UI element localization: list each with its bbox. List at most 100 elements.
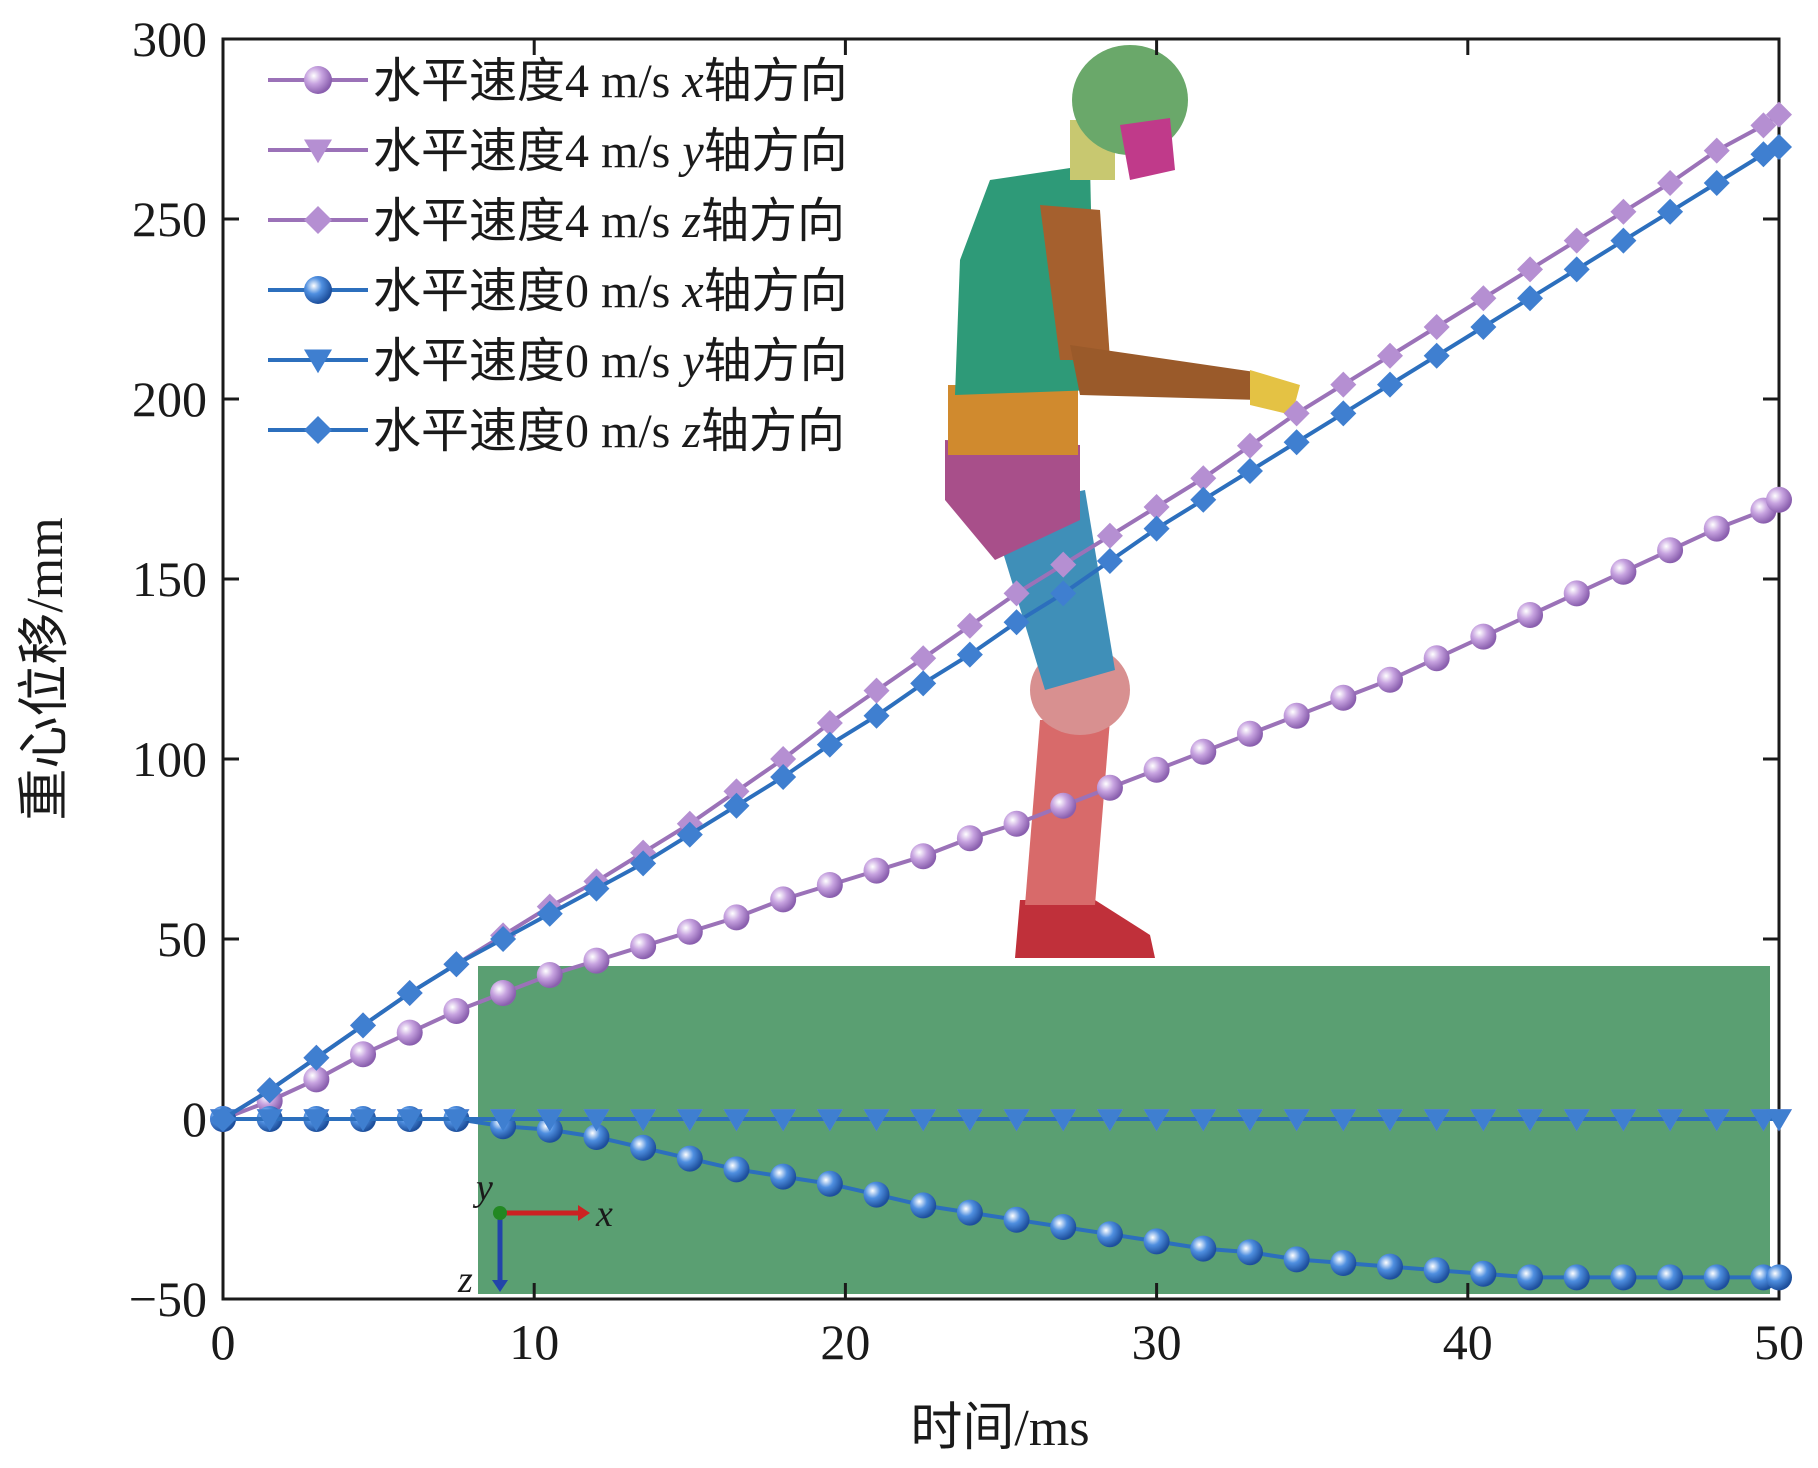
mannequin-upper-arm [1040, 205, 1110, 360]
mannequin-figure [945, 45, 1300, 958]
data-point [863, 1181, 890, 1208]
data-point [1470, 1109, 1497, 1132]
data-point [1703, 1264, 1730, 1291]
data-point [350, 1041, 377, 1068]
data-point [1050, 1214, 1077, 1240]
data-point [210, 1106, 236, 1132]
data-point [303, 1044, 330, 1071]
legend-label: 水平速度0 m/s x轴方向 [373, 265, 848, 318]
legend-marker [304, 206, 332, 234]
x-tick-label: 0 [211, 1314, 236, 1370]
data-point [723, 904, 750, 931]
data-point [1050, 580, 1077, 607]
legend-item: 水平速度4 m/s y轴方向 [268, 125, 848, 178]
data-point [1423, 1257, 1450, 1284]
data-point [1423, 645, 1450, 672]
data-point [1096, 1221, 1123, 1248]
legend-marker [304, 139, 332, 164]
data-point [1563, 256, 1590, 283]
data-point [1190, 1235, 1217, 1262]
data-point [396, 1109, 423, 1132]
data-point [910, 843, 937, 870]
data-point [1283, 702, 1310, 729]
legend-item: 水平速度4 m/s x轴方向 [268, 55, 848, 108]
data-point [1610, 1264, 1637, 1291]
data-point [1330, 400, 1357, 427]
data-point [583, 1124, 610, 1150]
data-point [1517, 1109, 1544, 1132]
data-point [443, 1109, 470, 1132]
data-point [956, 641, 983, 668]
data-point [1190, 738, 1217, 765]
data-point [1283, 429, 1310, 456]
triad-x-label: x [595, 1193, 613, 1235]
data-point [1563, 580, 1590, 607]
data-point [1283, 400, 1310, 427]
data-point [1143, 756, 1170, 783]
triad-z-label: z [457, 1259, 473, 1301]
data-point [956, 825, 983, 852]
data-point [1236, 432, 1263, 459]
mannequin-hips [945, 440, 1080, 560]
y-tick-label: 300 [132, 11, 207, 67]
mannequin-foot [1015, 900, 1155, 958]
data-point [1470, 314, 1497, 340]
data-point [1096, 548, 1123, 574]
data-point [816, 1170, 843, 1197]
data-point [1423, 314, 1450, 340]
data-point [1766, 134, 1792, 160]
data-point [1610, 227, 1637, 254]
data-point [443, 951, 470, 978]
data-point [1330, 1109, 1357, 1132]
data-point [723, 778, 750, 805]
data-point [303, 1109, 330, 1132]
data-point [1470, 1260, 1497, 1287]
data-point [1610, 198, 1637, 225]
mannequin-belt [948, 385, 1078, 455]
data-point [1766, 101, 1792, 128]
x-axis-title: 时间/ms [910, 1400, 1089, 1457]
data-point [1236, 1239, 1263, 1266]
data-point [303, 1066, 330, 1093]
data-point [676, 1109, 703, 1132]
data-point [536, 962, 563, 988]
data-point [630, 1109, 657, 1132]
data-point [770, 746, 797, 772]
data-point [583, 1109, 610, 1132]
data-point [1657, 170, 1684, 196]
data-point [1517, 256, 1544, 283]
data-point [1703, 1109, 1730, 1132]
data-point [1517, 602, 1544, 628]
y-tick-label: 0 [182, 1091, 207, 1147]
data-point [1003, 609, 1030, 636]
y-tick-label: 100 [132, 731, 207, 787]
data-point [676, 918, 703, 945]
data-point [1283, 1246, 1310, 1273]
data-point [1377, 1253, 1403, 1280]
data-point [816, 1109, 843, 1132]
data-point [676, 1145, 703, 1172]
data-point [1657, 537, 1684, 564]
data-point [1143, 515, 1170, 542]
mannequin-forearm [1070, 345, 1260, 400]
data-point [723, 1109, 750, 1132]
data-point [1096, 1109, 1123, 1132]
data-point [490, 926, 517, 952]
y-tick-label: 200 [132, 371, 207, 427]
data-point [863, 677, 890, 704]
coordinate-triad: x y z [457, 1167, 613, 1301]
plot-frame [221, 37, 1781, 1301]
data-point [536, 900, 563, 927]
legend-item: 水平速度0 m/s y轴方向 [268, 335, 848, 388]
x-tick-label: 50 [1754, 1314, 1804, 1370]
mannequin-face [1120, 118, 1175, 180]
legend-marker [304, 416, 332, 444]
data-point [1703, 170, 1730, 196]
triad-z-arrowhead [492, 1280, 508, 1292]
y-tick-label: 150 [132, 551, 207, 607]
data-point [1283, 1109, 1310, 1132]
data-point [1143, 494, 1170, 520]
data-point [1190, 465, 1217, 492]
